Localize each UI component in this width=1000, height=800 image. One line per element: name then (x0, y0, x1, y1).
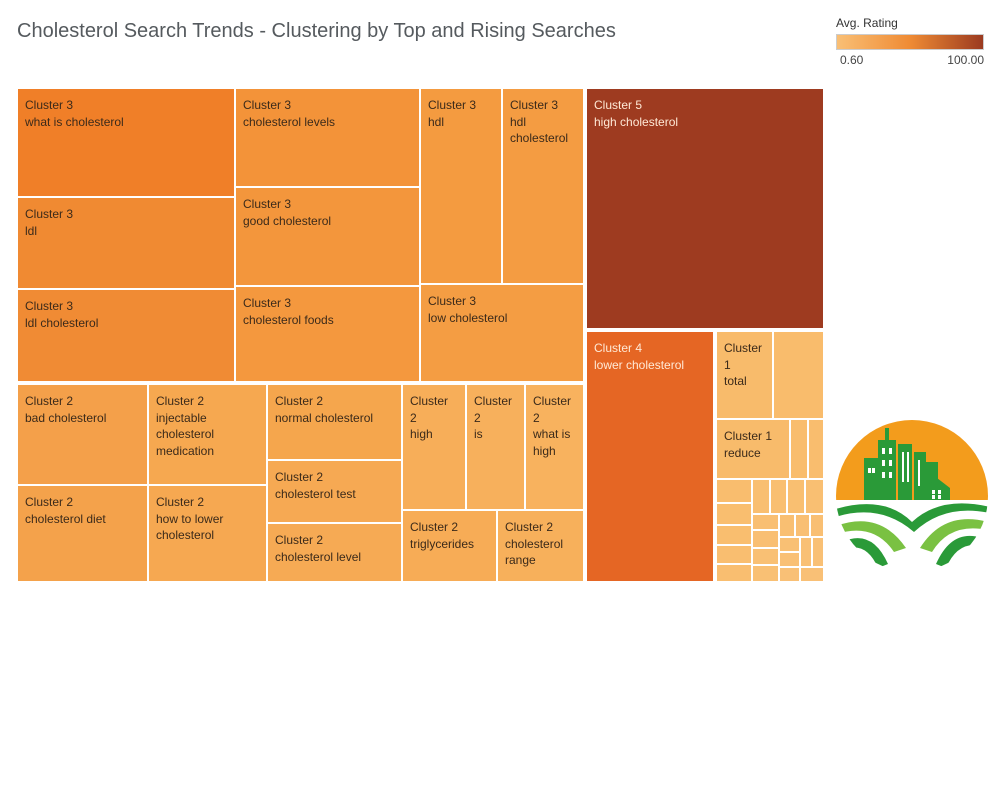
treemap-tile[interactable]: Cluster 2 bad cholesterol (17, 384, 148, 485)
treemap-tile[interactable] (716, 545, 752, 564)
treemap-tile[interactable] (779, 537, 800, 552)
treemap-tile[interactable] (752, 565, 779, 582)
treemap-tile-label: Cluster 2 what is high (533, 394, 572, 458)
treemap-tile-label: Cluster 1 total (724, 341, 763, 388)
treemap-tile-label: Cluster 2 cholesterol test (275, 470, 356, 501)
treemap-tile-label: Cluster 2 injectable cholesterol medicat… (156, 394, 215, 458)
treemap-tile[interactable]: Cluster 3 cholesterol foods (235, 286, 420, 382)
treemap-tile-label: Cluster 1 reduce (724, 429, 773, 460)
treemap-tile[interactable] (800, 537, 812, 567)
treemap-tile[interactable] (808, 419, 824, 479)
legend-gradient-bar (836, 34, 984, 50)
treemap-tile[interactable]: Cluster 2 high (402, 384, 466, 510)
treemap-tile[interactable]: Cluster 2 normal cholesterol (267, 384, 402, 460)
legend-min-label: 0.60 (840, 53, 864, 67)
treemap-tile-label: Cluster 2 normal cholesterol (275, 394, 374, 425)
treemap-tile[interactable]: Cluster 3 good cholesterol (235, 187, 420, 286)
treemap-tile[interactable] (770, 479, 787, 514)
treemap-tile[interactable]: Cluster 2 injectable cholesterol medicat… (148, 384, 267, 485)
treemap-tile[interactable]: Cluster 2 cholesterol diet (17, 485, 148, 582)
treemap-tile[interactable] (795, 514, 810, 537)
treemap-tile[interactable] (800, 567, 824, 582)
treemap-tile-label: Cluster 2 cholesterol diet (25, 495, 106, 526)
treemap-tile-label: Cluster 3 ldl cholesterol (25, 299, 99, 330)
treemap-tile-label: Cluster 3 hdl (428, 98, 477, 129)
treemap-tile[interactable]: Cluster 2 cholesterol level (267, 523, 402, 582)
treemap-tile-label: Cluster 4 lower cholesterol (594, 341, 685, 372)
color-legend: Avg. Rating 0.60 100.00 (836, 16, 986, 69)
treemap-tile[interactable]: Cluster 2 triglycerides (402, 510, 497, 582)
treemap-tile-label: Cluster 5 high cholesterol (594, 98, 679, 129)
treemap-tile[interactable] (790, 419, 808, 479)
treemap-tile[interactable]: Cluster 5 high cholesterol (586, 88, 824, 329)
treemap-tile-label: Cluster 2 cholesterol level (275, 533, 362, 564)
treemap-tile[interactable] (812, 537, 824, 567)
city-and-farm-logo-icon (836, 420, 988, 572)
treemap-tile-label: Cluster 3 what is cholesterol (25, 98, 124, 129)
treemap-tile-label: Cluster 3 cholesterol foods (243, 296, 334, 327)
treemap-tile[interactable]: Cluster 2 how to lower cholesterol (148, 485, 267, 582)
treemap-tile[interactable] (752, 548, 779, 565)
treemap-tile[interactable]: Cluster 2 cholesterol range (497, 510, 584, 582)
treemap-tile[interactable]: Cluster 3 low cholesterol (420, 284, 584, 382)
treemap-tile[interactable] (787, 479, 805, 514)
treemap-tile[interactable]: Cluster 3 cholesterol levels (235, 88, 420, 187)
treemap-tile[interactable]: Cluster 3 hdl cholesterol (502, 88, 584, 284)
treemap-tile[interactable] (752, 479, 770, 514)
treemap-tile[interactable]: Cluster 4 lower cholesterol (586, 331, 714, 582)
treemap-tile[interactable] (716, 525, 752, 545)
treemap-tile-label: Cluster 2 how to lower cholesterol (156, 495, 224, 542)
treemap-tile[interactable]: Cluster 3 what is cholesterol (17, 88, 235, 197)
page-title: Cholesterol Search Trends - Clustering b… (17, 20, 616, 42)
treemap-tile-label: Cluster 2 cholesterol range (505, 520, 564, 567)
treemap-tile[interactable]: Cluster 2 what is high (525, 384, 584, 510)
treemap-tile[interactable] (779, 567, 800, 582)
legend-scale: 0.60 100.00 (836, 53, 986, 69)
treemap-tile-label: Cluster 3 low cholesterol (428, 294, 508, 325)
treemap-tile[interactable] (752, 514, 779, 530)
treemap-tile[interactable] (810, 514, 824, 537)
treemap-tile[interactable]: Cluster 1 total (716, 331, 773, 419)
treemap-tile-label: Cluster 3 cholesterol levels (243, 98, 336, 129)
treemap-tile[interactable]: Cluster 3 ldl cholesterol (17, 289, 235, 382)
treemap-tile[interactable] (716, 479, 752, 503)
treemap-tile[interactable] (773, 331, 824, 419)
treemap-tile-label: Cluster 3 good cholesterol (243, 197, 332, 228)
legend-title: Avg. Rating (836, 16, 898, 30)
treemap-tile[interactable]: Cluster 2 cholesterol test (267, 460, 402, 523)
treemap-tile[interactable]: Cluster 2 is (466, 384, 525, 510)
treemap-tile-label: Cluster 2 high (410, 394, 449, 441)
treemap-tile-label: Cluster 3 hdl cholesterol (510, 98, 569, 145)
treemap-tile[interactable] (779, 552, 800, 567)
treemap-tile[interactable]: Cluster 1 reduce (716, 419, 790, 479)
treemap-tile-label: Cluster 3 ldl (25, 207, 74, 238)
treemap-tile[interactable] (779, 514, 795, 537)
treemap-tile-label: Cluster 2 bad cholesterol (25, 394, 107, 425)
treemap-tile[interactable] (716, 503, 752, 525)
treemap-tile-label: Cluster 2 triglycerides (410, 520, 475, 551)
treemap-tile[interactable] (805, 479, 824, 514)
treemap-tile[interactable]: Cluster 3 hdl (420, 88, 502, 284)
legend-max-label: 100.00 (947, 53, 984, 67)
treemap-tile[interactable]: Cluster 3 ldl (17, 197, 235, 289)
treemap-tile[interactable] (716, 564, 752, 582)
treemap-tile[interactable] (752, 530, 779, 548)
treemap-tile-label: Cluster 2 is (474, 394, 513, 441)
